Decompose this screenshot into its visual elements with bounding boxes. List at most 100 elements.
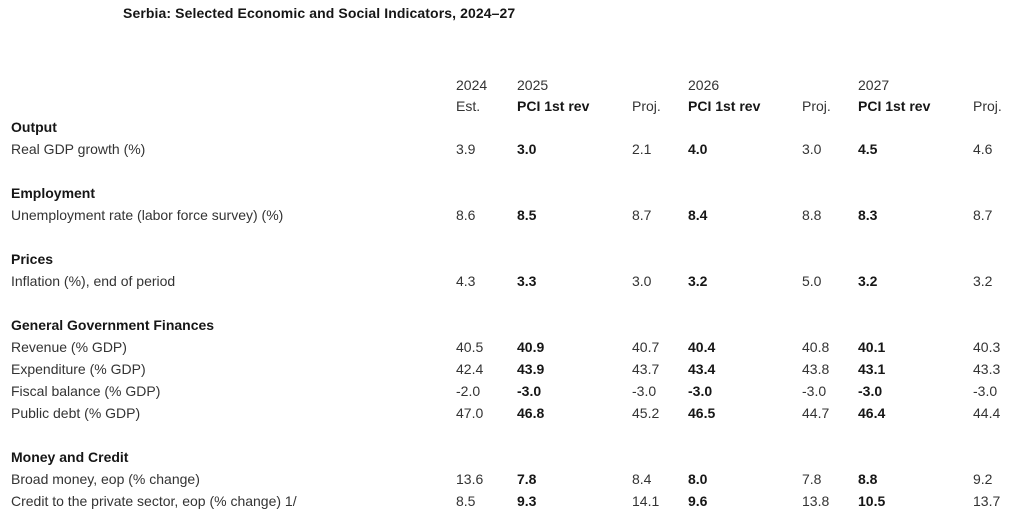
value-cell: 8.5 xyxy=(456,493,476,509)
sub-header-cell: Proj. xyxy=(973,97,1002,114)
value-cell: 13.8 xyxy=(802,493,830,509)
table-row: Real GDP growth (%) 3.9 3.0 2.1 4.0 3.0 4.5 4.6 xyxy=(0,138,1024,160)
value-cell: 46.4 xyxy=(858,405,886,421)
value-cell: 43.4 xyxy=(688,361,716,377)
indicators-table: 2024 2025 2026 2027 Est. PCI 1st rev Proj. PCI… xyxy=(0,74,1024,512)
value-cell: 43.3 xyxy=(973,361,1001,377)
year-header-row: 2024 2025 2026 2027 xyxy=(0,74,1024,95)
value-cell: 4.3 xyxy=(456,273,476,289)
value-cell: 13.7 xyxy=(973,493,1001,509)
table-row: Fiscal balance (% GDP) -2.0 -3.0 -3.0 -3.0 -3… xyxy=(0,380,1024,402)
value-cell: 44.7 xyxy=(802,405,830,421)
spacer-row xyxy=(0,292,1024,314)
table-row: Expenditure (% GDP) 42.4 43.9 43.7 43.4 43.8 4… xyxy=(0,358,1024,380)
value-cell: -2.0 xyxy=(456,383,481,399)
table-row: Broad money, eop (% change) 13.6 7.8 8.4 8.0… xyxy=(0,468,1024,490)
value-cell: 8.4 xyxy=(688,207,708,223)
value-cell: 8.8 xyxy=(858,471,878,487)
spacer-cell xyxy=(0,160,1024,182)
year-header-cell xyxy=(973,74,1024,95)
sub-header-cell: PCI 1st rev xyxy=(858,97,931,114)
year-header-cell: 2024 xyxy=(456,76,488,93)
spacer-cell xyxy=(0,292,1024,314)
value-cell: -3.0 xyxy=(517,383,542,399)
value-cell: 40.3 xyxy=(973,339,1001,355)
spacer-row xyxy=(0,226,1024,248)
value-cell: 3.9 xyxy=(456,141,476,157)
value-cell: 47.0 xyxy=(456,405,484,421)
header-spacer-cell xyxy=(0,74,440,95)
value-cell: 8.6 xyxy=(456,207,476,223)
value-cell: 42.4 xyxy=(456,361,484,377)
value-cell: 7.8 xyxy=(802,471,822,487)
value-cell: 5.0 xyxy=(802,273,822,289)
value-cell: 13.6 xyxy=(456,471,484,487)
table-row: Public debt (% GDP) 47.0 46.8 45.2 46.5 44.7 4… xyxy=(0,402,1024,424)
value-cell: -3.0 xyxy=(802,383,827,399)
value-cell: 40.9 xyxy=(517,339,545,355)
value-cell: 8.8 xyxy=(802,207,822,223)
sub-header-cell: Proj. xyxy=(802,97,831,114)
value-cell: 9.3 xyxy=(517,493,537,509)
value-cell: 44.4 xyxy=(973,405,1001,421)
value-cell: 4.5 xyxy=(858,141,878,157)
table-row: Inflation (%), end of period 4.3 3.3 3.0 3.2… xyxy=(0,270,1024,292)
section-label: General Government Finances xyxy=(11,317,215,333)
section-header-row: Employment xyxy=(0,182,1024,204)
year-header-cell: 2027 xyxy=(858,76,890,93)
value-cell: 40.8 xyxy=(802,339,830,355)
sub-header-cell: Proj. xyxy=(632,97,661,114)
value-cell: 8.0 xyxy=(688,471,708,487)
value-cell: 8.5 xyxy=(517,207,537,223)
value-cell: 3.2 xyxy=(973,273,993,289)
value-cell: 45.2 xyxy=(632,405,660,421)
value-cell: 10.5 xyxy=(858,493,886,509)
value-cell: 8.7 xyxy=(973,207,993,223)
value-cell: 43.8 xyxy=(802,361,830,377)
table-row: Credit to the private sector, eop (% cha… xyxy=(0,490,1024,512)
section-label: Employment xyxy=(11,185,96,201)
table-header: 2024 2025 2026 2027 Est. PCI 1st rev Proj. PCI… xyxy=(0,74,1024,116)
section-label: Output xyxy=(11,119,57,135)
value-cell: -3.0 xyxy=(858,383,883,399)
value-cell: 3.0 xyxy=(517,141,537,157)
value-cell: 3.0 xyxy=(802,141,822,157)
sub-header-row: Est. PCI 1st rev Proj. PCI 1st rev Proj. PCI … xyxy=(0,95,1024,116)
row-label: Credit to the private sector, eop (% cha… xyxy=(11,493,297,509)
row-label: Real GDP growth (%) xyxy=(11,141,146,157)
year-header-cell xyxy=(632,74,688,95)
spacer-row xyxy=(0,160,1024,182)
section-header-row: Prices xyxy=(0,248,1024,270)
row-label: Expenditure (% GDP) xyxy=(11,361,146,377)
value-cell: 3.3 xyxy=(517,273,537,289)
row-label: Broad money, eop (% change) xyxy=(11,471,200,487)
spacer-cell xyxy=(0,424,1024,446)
sub-header-cell: PCI 1st rev xyxy=(517,97,590,114)
row-label: Unemployment rate (labor force survey) (… xyxy=(11,207,284,223)
value-cell: 40.7 xyxy=(632,339,660,355)
table-title: Serbia: Selected Economic and Social Ind… xyxy=(123,5,516,21)
header-spacer-cell xyxy=(0,95,440,116)
table-body: Output Real GDP growth (%) 3.9 3.0 2.1 4.0 3.0… xyxy=(0,116,1024,512)
value-cell: 46.5 xyxy=(688,405,716,421)
section-header-row: Output xyxy=(0,116,1024,138)
value-cell: 43.9 xyxy=(517,361,545,377)
value-cell: 4.0 xyxy=(688,141,708,157)
value-cell: 43.1 xyxy=(858,361,886,377)
section-label: Prices xyxy=(11,251,54,267)
value-cell: 9.6 xyxy=(688,493,708,509)
spacer-row xyxy=(0,424,1024,446)
value-cell: -3.0 xyxy=(973,383,998,399)
value-cell: 4.6 xyxy=(973,141,993,157)
section-header-row: Money and Credit xyxy=(0,446,1024,468)
spacer-cell xyxy=(0,226,1024,248)
value-cell: 3.2 xyxy=(858,273,878,289)
sub-header-cell: PCI 1st rev xyxy=(688,97,761,114)
row-label: Fiscal balance (% GDP) xyxy=(11,383,161,399)
value-cell: 3.2 xyxy=(688,273,708,289)
section-label: Money and Credit xyxy=(11,449,129,465)
value-cell: 14.1 xyxy=(632,493,660,509)
table-row: Revenue (% GDP) 40.5 40.9 40.7 40.4 40.8 40.1 4… xyxy=(0,336,1024,358)
value-cell: 9.2 xyxy=(973,471,993,487)
